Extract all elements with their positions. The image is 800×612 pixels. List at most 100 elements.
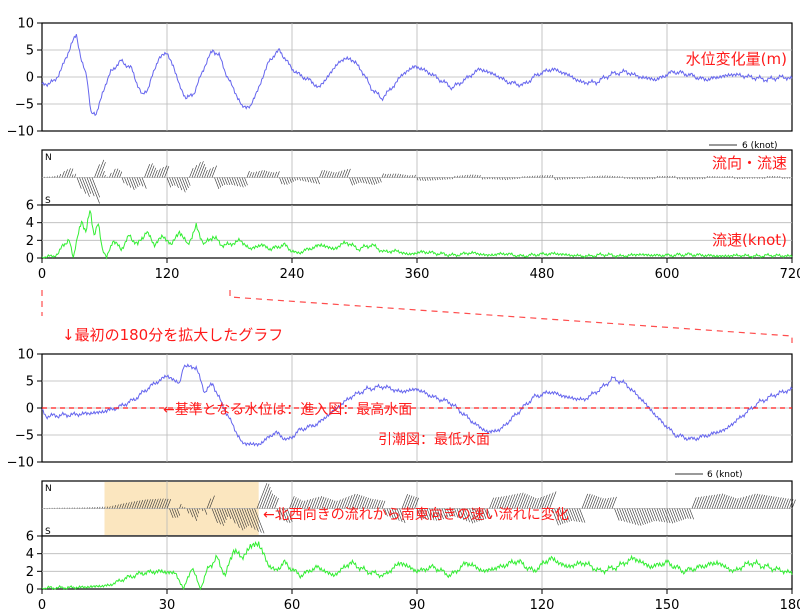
flow-vector: [431, 177, 434, 181]
flow-vector: [266, 171, 270, 178]
flow-vector: [389, 173, 392, 178]
top-speed-series-line: [41, 210, 793, 260]
flow-vector: [726, 496, 732, 509]
flow-vector: [199, 163, 205, 178]
flow-vector: [474, 174, 476, 178]
flow-vector: [484, 508, 489, 519]
flow-vector: [479, 175, 481, 178]
flow-vector: [569, 177, 571, 180]
flow-vector: [119, 171, 123, 178]
flow-vector: [229, 508, 236, 524]
flow-vector: [221, 177, 226, 186]
flow-vector: [759, 494, 765, 509]
level-ytick-label: 0: [26, 71, 34, 86]
speed-ytick-label: 4: [26, 216, 34, 231]
flow-vector: [646, 508, 653, 523]
flow-vector: [599, 175, 601, 178]
flow-vector: [311, 177, 315, 184]
flow-vector: [246, 508, 256, 530]
flow-vector: [421, 508, 427, 520]
flow-vector: [654, 508, 660, 522]
flow-vector: [639, 508, 646, 525]
flow-vector: [211, 508, 218, 524]
flow-vector: [54, 175, 56, 178]
flow-vector: [459, 508, 465, 521]
flow-vector: [151, 498, 156, 509]
flow-vector: [111, 505, 114, 509]
flow-vector: [426, 177, 429, 181]
flow-vector: [241, 177, 246, 187]
top-north-label: N: [45, 153, 52, 163]
flow-vector: [259, 170, 263, 178]
flow-vector: [239, 177, 244, 188]
flow-vector: [126, 502, 130, 509]
flow-vector: [559, 177, 561, 180]
flow-vector: [144, 499, 149, 509]
flow-vector: [724, 495, 730, 509]
flow-vector: [536, 496, 542, 509]
flow-vector: [689, 177, 691, 180]
flow-vector: [456, 175, 458, 178]
flow-vector: [286, 177, 290, 184]
flow-vector: [624, 177, 626, 179]
flow-vector: [781, 177, 783, 179]
flow-vector: [214, 508, 221, 525]
flow-vector: [434, 177, 436, 181]
flow-vector: [591, 176, 593, 178]
flow-vector: [464, 174, 466, 178]
flow-vector: [254, 508, 265, 534]
flow-vector: [159, 166, 164, 178]
flow-vector: [219, 177, 224, 187]
flow-vector: [309, 498, 314, 509]
flow-vector: [779, 497, 784, 509]
xtick-label: 90: [409, 598, 426, 612]
flow-vector: [331, 172, 335, 178]
xtick-label: 240: [280, 267, 305, 282]
flow-vector: [69, 168, 74, 178]
flow-vector: [731, 497, 737, 509]
flow-vector: [246, 170, 250, 178]
flow-vector: [479, 508, 485, 520]
flow-vector: [694, 496, 700, 509]
flow-vector: [594, 496, 600, 509]
flow-vector: [699, 496, 705, 509]
flow-vector: [416, 508, 422, 519]
flow-vector: [219, 508, 226, 524]
flow-vector: [499, 496, 505, 509]
flow-vector: [666, 508, 674, 524]
flow-vector: [124, 177, 128, 186]
flow-vector: [356, 495, 363, 509]
xtick-label: 60: [284, 598, 301, 612]
flow-vector: [174, 508, 179, 518]
flow-vector: [354, 177, 358, 184]
flow-vector: [769, 175, 771, 178]
flow-vector: [576, 508, 583, 523]
flow-vector: [584, 493, 591, 509]
flow-vector: [676, 508, 682, 521]
top-level-series-line: [41, 34, 793, 117]
flow-vector: [389, 508, 394, 519]
flow-vector: [671, 508, 678, 523]
flow-vector: [339, 498, 344, 509]
flow-vector: [229, 177, 233, 186]
flow-vector: [786, 498, 791, 509]
flow-vector: [706, 175, 708, 178]
flow-vector: [294, 177, 296, 181]
flow-vector: [426, 508, 432, 521]
flow-vector: [506, 177, 509, 180]
flow-vector: [274, 171, 277, 178]
flow-vector: [594, 175, 596, 178]
flow-vector: [506, 494, 513, 509]
flow-vector: [774, 497, 780, 509]
flow-vector: [121, 177, 125, 184]
flow-vector: [536, 175, 539, 178]
flow-vector: [489, 177, 491, 180]
flow-vector: [186, 508, 190, 514]
flow-vector: [281, 177, 286, 185]
flow-change-note: ←北西向きの流れから南東向きの速い流れに変化: [263, 506, 569, 523]
level-ytick-label: −10: [7, 456, 34, 471]
xtick-label: 120: [530, 598, 555, 612]
flow-vector: [481, 508, 487, 520]
flow-vector: [406, 175, 409, 178]
level-ytick-label: 0: [26, 402, 34, 417]
